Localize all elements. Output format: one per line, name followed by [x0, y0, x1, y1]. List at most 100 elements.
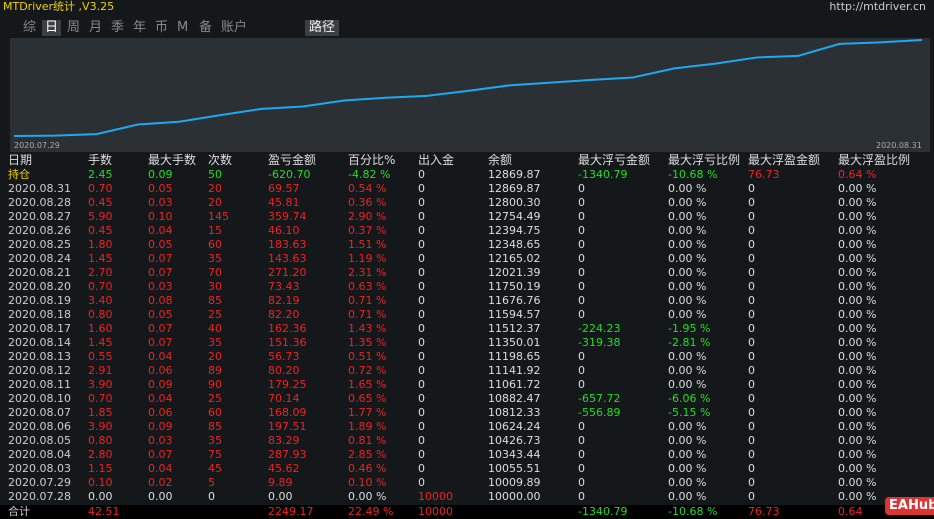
row-cell: 0 — [418, 392, 425, 405]
row-cell: 0.00 % — [668, 490, 707, 503]
row-cell: 0.00 % — [838, 462, 877, 475]
chart-start: 2020.07.29 — [14, 141, 60, 150]
row-cell: 0.00 % — [668, 364, 707, 377]
row-cell: 0 — [418, 252, 425, 265]
row-cell: 69.57 — [268, 182, 300, 195]
row-cell: 0.07 — [148, 322, 173, 335]
row-cell: 3.40 — [88, 294, 113, 307]
row-cell: 0.00 % — [838, 364, 877, 377]
tab[interactable]: 账户 — [221, 20, 248, 35]
row-cell: 12394.75 — [488, 224, 541, 237]
tab[interactable]: M — [177, 20, 189, 35]
row-cell: 2.31 % — [348, 266, 387, 279]
row-cell: 0.00 % — [668, 476, 707, 489]
column-header: 最大浮亏金额 — [578, 153, 651, 167]
row-cell: 0 — [748, 224, 755, 237]
column-header: 盈亏金额 — [268, 153, 317, 167]
tab[interactable]: 季 — [111, 20, 125, 35]
row-cell: 0.00 % — [838, 420, 877, 433]
row-cell: 0 — [578, 490, 585, 503]
column-header: 日期 — [8, 153, 33, 167]
row-cell: 0.37 % — [348, 224, 387, 237]
row-cell: 0.63 % — [348, 280, 387, 293]
row-cell: 0.00 % — [838, 182, 877, 195]
row-cell: 82.19 — [268, 294, 300, 307]
row-cell: 45.62 — [268, 462, 300, 475]
row-cell: 0 — [748, 280, 755, 293]
chart-bg — [10, 38, 930, 152]
row-cell: 11198.65 — [488, 350, 541, 363]
row-cell: 0 — [748, 406, 755, 419]
holding-cell: 0.09 — [148, 168, 173, 181]
tab[interactable]: 日 — [42, 20, 62, 36]
row-cell: 0.05 — [148, 182, 173, 195]
row-cell: 0.07 — [148, 266, 173, 279]
row-cell: 2.80 — [88, 448, 113, 461]
site-url: http://mtdriver.cn — [829, 0, 926, 13]
row-cell: 12869.87 — [488, 182, 541, 195]
tab[interactable]: 综 — [23, 20, 37, 35]
row-cell: 0 — [418, 378, 425, 391]
row-cell: 1.43 % — [348, 322, 387, 335]
row-cell: 0 — [748, 364, 755, 377]
row-cell: 20 — [208, 196, 222, 209]
row-cell: 89 — [208, 364, 222, 377]
row-cell: 0.71 % — [348, 294, 387, 307]
tab[interactable]: 币 — [155, 20, 169, 35]
tab[interactable]: 周 — [67, 20, 81, 35]
path-tab[interactable]: 路径 — [305, 20, 340, 36]
row-cell: 1.85 — [88, 406, 113, 419]
column-header: 出入金 — [418, 153, 455, 167]
row-cell: 0 — [418, 350, 425, 363]
row-cell: 0.00 % — [668, 434, 707, 447]
row-cell: 2020.08.18 — [8, 308, 71, 321]
row-cell: 0.07 — [148, 448, 173, 461]
row-cell: 0 — [578, 280, 585, 293]
row-cell: 0.00 % — [838, 294, 877, 307]
row-cell: 11061.72 — [488, 378, 541, 391]
row-cell: 0 — [578, 252, 585, 265]
tab[interactable]: 月 — [89, 20, 103, 35]
row-cell: 0 — [418, 308, 425, 321]
holding-cell: -1340.79 — [578, 168, 628, 181]
holding-cell: 12869.87 — [488, 168, 541, 181]
row-cell: 35 — [208, 336, 222, 349]
tab[interactable]: 备 — [199, 20, 213, 35]
total-cell: 22.49 % — [348, 505, 394, 518]
row-cell: 0.00 % — [348, 490, 387, 503]
row-cell: 85 — [208, 420, 222, 433]
row-cell: 11350.01 — [488, 336, 541, 349]
row-cell: 0 — [418, 322, 425, 335]
row-cell: 0 — [748, 308, 755, 321]
row-cell: 0.00 % — [668, 448, 707, 461]
row-cell: 0.46 % — [348, 462, 387, 475]
row-cell: 10000 — [418, 490, 453, 503]
row-cell: 0.00 % — [838, 336, 877, 349]
row-cell: 0.00 % — [838, 490, 877, 503]
row-cell: 2.70 — [88, 266, 113, 279]
watermark: EAHub — [885, 497, 934, 515]
holding-cell: 0 — [418, 168, 425, 181]
holding-cell: 持仓 — [8, 168, 30, 181]
row-cell: -5.15 % — [668, 406, 711, 419]
row-cell: 85 — [208, 294, 222, 307]
row-cell: 0.03 — [148, 434, 173, 447]
row-cell: 0 — [418, 280, 425, 293]
row-cell: 0.00 % — [838, 280, 877, 293]
row-cell: 1.51 % — [348, 238, 387, 251]
column-header: 余额 — [488, 153, 513, 167]
tab[interactable]: 年 — [133, 20, 147, 35]
row-cell: 40 — [208, 322, 222, 335]
row-cell: -2.81 % — [668, 336, 711, 349]
row-cell: 0 — [748, 448, 755, 461]
row-cell: 0.07 — [148, 336, 173, 349]
row-cell: 0 — [578, 476, 585, 489]
row-cell: 0.45 — [88, 224, 113, 237]
row-cell: 0 — [748, 322, 755, 335]
row-cell: -657.72 — [578, 392, 621, 405]
row-cell: 10882.47 — [488, 392, 541, 405]
row-cell: 0 — [748, 350, 755, 363]
row-cell: 0.02 — [148, 476, 173, 489]
row-cell: 0.54 % — [348, 182, 387, 195]
row-cell: 0 — [418, 434, 425, 447]
